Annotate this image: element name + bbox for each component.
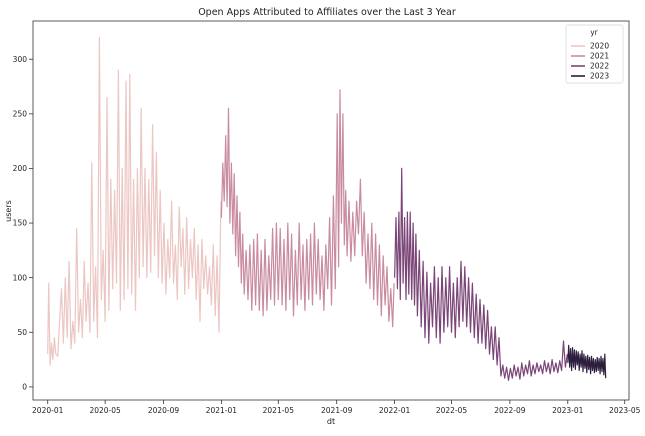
y-tick-label: 200: [13, 164, 28, 173]
x-tick-label: 2020-09: [148, 406, 180, 415]
series-line-2022: [394, 167, 568, 381]
y-tick-label: 100: [13, 273, 28, 282]
x-tick-label: 2021-05: [263, 406, 295, 415]
x-tick-label: 2022-01: [379, 406, 411, 415]
legend-title: yr: [590, 28, 598, 37]
legend-label-2023: 2023: [590, 72, 609, 81]
x-tick-label: 2022-09: [494, 406, 526, 415]
series-line-2021: [220, 89, 395, 328]
chart-title: Open Apps Attributed to Affiliates over …: [198, 7, 456, 18]
legend-label-2020: 2020: [590, 42, 609, 51]
plot-frame: [32, 20, 630, 401]
y-tick-label: 150: [13, 219, 28, 228]
series-layer: [47, 36, 607, 381]
y-tick-label: 300: [13, 55, 28, 64]
x-tick-label: 2023-01: [552, 406, 584, 415]
x-tick-label: 2020-01: [32, 406, 64, 415]
series-line-2023: [567, 344, 607, 379]
x-axis-label: dt: [327, 417, 335, 426]
x-tick-label: 2020-05: [89, 406, 121, 415]
legend-label-2021: 2021: [590, 52, 609, 61]
x-tick-label: 2021-09: [321, 406, 353, 415]
y-axis: 0 50 100 150 200 250 300: [13, 55, 33, 391]
y-tick-label: 50: [17, 328, 27, 337]
series-line-2020: [47, 36, 222, 366]
legend-label-2022: 2022: [590, 62, 609, 71]
x-axis: 2020-01 2020-05 2020-09 2021-01 2021-05 2021-…: [32, 400, 641, 415]
x-tick-label: 2023-05: [609, 406, 641, 415]
y-axis-label: users: [4, 200, 13, 222]
y-tick-label: 0: [22, 382, 27, 391]
y-tick-label: 250: [13, 109, 28, 118]
legend-box: [565, 24, 624, 84]
x-tick-label: 2021-01: [206, 406, 238, 415]
x-tick-label: 2022-05: [436, 406, 468, 415]
